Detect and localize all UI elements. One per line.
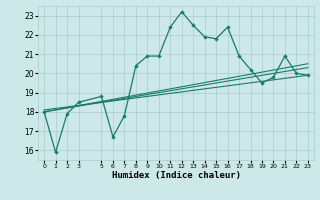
X-axis label: Humidex (Indice chaleur): Humidex (Indice chaleur) <box>111 171 241 180</box>
